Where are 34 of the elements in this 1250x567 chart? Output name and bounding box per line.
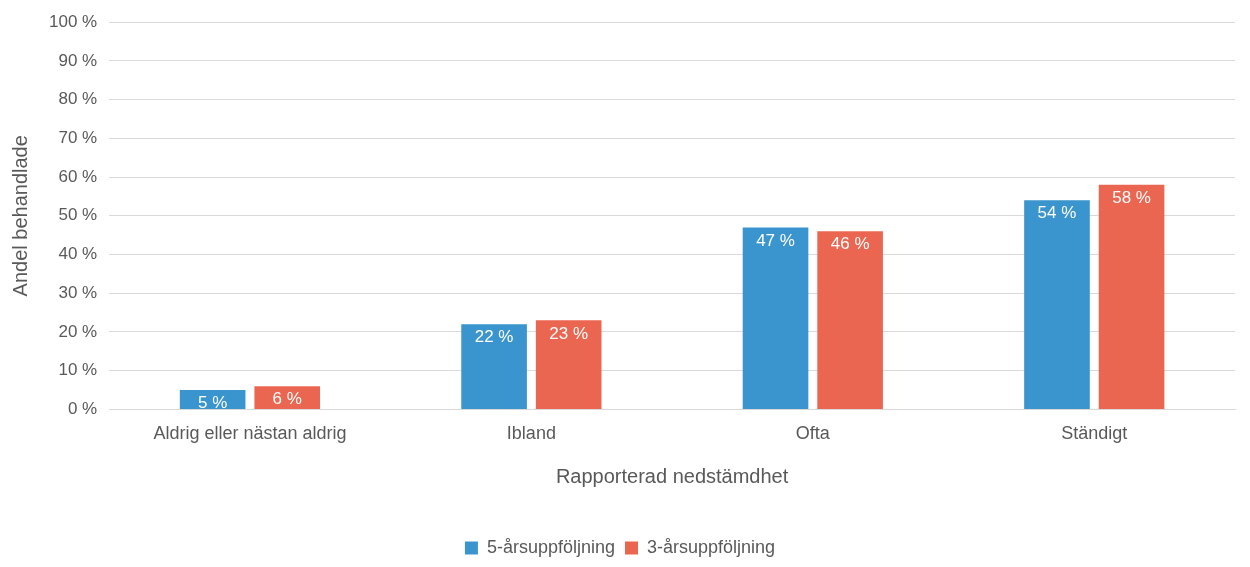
- bar: [1024, 200, 1090, 409]
- data-label: 6 %: [272, 389, 302, 409]
- bar: [1098, 184, 1165, 409]
- y-tick-label: 80 %: [58, 89, 98, 109]
- y-tick-label: 60 %: [58, 166, 98, 186]
- bar: [461, 324, 527, 409]
- y-tick-label: 100 %: [49, 11, 98, 31]
- y-tick-label: 0 %: [67, 399, 98, 419]
- data-label: 54 %: [1037, 203, 1077, 223]
- y-tick-label: 50 %: [58, 205, 98, 225]
- data-label: 47 %: [756, 230, 795, 250]
- y-axis-title: Andel behandlade: [8, 135, 31, 297]
- y-tick-label: 10 %: [58, 360, 98, 380]
- y-tick-label: 90 %: [58, 50, 98, 70]
- x-tick-label: Ofta: [795, 423, 831, 444]
- data-label: 58 %: [1112, 188, 1151, 208]
- x-tick-label: Ständigt: [1061, 423, 1128, 444]
- x-axis-title: Rapporterad nedstämdhet: [555, 464, 789, 487]
- legend-label: 3-årsuppföljning: [647, 536, 776, 557]
- y-tick-label: 40 %: [58, 244, 98, 264]
- legend-label: 5-årsuppföljning: [486, 536, 616, 557]
- y-tick-label: 30 %: [58, 282, 98, 302]
- bar: [742, 227, 809, 409]
- data-label: 5 %: [197, 393, 228, 413]
- data-label: 46 %: [830, 234, 870, 254]
- bar: [535, 320, 602, 409]
- y-tick-label: 20 %: [58, 321, 98, 341]
- bar: [817, 231, 883, 409]
- x-tick-label: Ibland: [506, 423, 556, 444]
- bar: [254, 386, 321, 409]
- y-tick-label: 70 %: [58, 128, 98, 148]
- data-label: 22 %: [474, 327, 514, 347]
- data-label: 23 %: [549, 323, 589, 343]
- x-tick-label: Aldrig eller nästan aldrig: [153, 423, 347, 444]
